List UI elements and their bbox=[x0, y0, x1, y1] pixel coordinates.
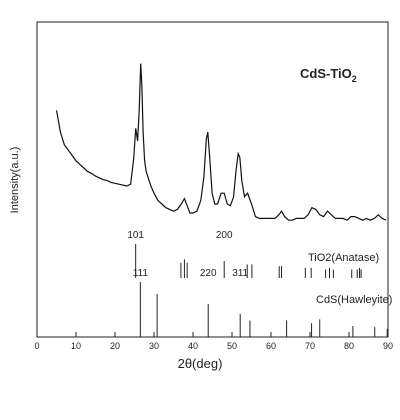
x-tick-label: 90 bbox=[383, 341, 393, 351]
reference-patterns: 101 200 TiO2(Anatase) 111 220 311 CdS(Hawleyit… bbox=[127, 230, 392, 337]
peak-label: 311 bbox=[232, 268, 248, 279]
x-tick-label: 30 bbox=[149, 341, 159, 351]
x-tick-label: 80 bbox=[344, 341, 354, 351]
series-line bbox=[55, 63, 387, 221]
x-tick-label: 0 bbox=[34, 341, 39, 351]
plot-frame bbox=[36, 21, 389, 338]
series-group bbox=[55, 63, 387, 221]
sample-label: CdS-TiO2 bbox=[300, 66, 357, 84]
x-tick-label: 60 bbox=[266, 341, 276, 351]
x-tick-label: 50 bbox=[227, 341, 237, 351]
reference-pattern: 101 200 TiO2(Anatase) bbox=[127, 230, 379, 278]
x-ticks bbox=[36, 332, 389, 337]
peak-label: 220 bbox=[200, 268, 217, 279]
reference-name: TiO2(Anatase) bbox=[308, 252, 379, 264]
x-tick-label: 20 bbox=[110, 341, 120, 351]
x-tick-label: 40 bbox=[188, 341, 198, 351]
x-axis-label: 2θ(deg) bbox=[178, 356, 223, 371]
peak-label: 200 bbox=[216, 230, 233, 241]
reference-name: CdS(Hawleyite) bbox=[316, 294, 392, 306]
y-axis-label: Intensity(a.u.) bbox=[9, 147, 21, 214]
peak-label: 111 bbox=[133, 268, 149, 279]
x-tick-label: 70 bbox=[305, 341, 315, 351]
x-tick-labels: 0 10 20 30 40 50 60 70 80 90 bbox=[34, 341, 393, 351]
reference-pattern: 111 220 311 CdS(Hawleyite) bbox=[133, 268, 392, 337]
sample-label-subscript: 2 bbox=[352, 74, 357, 84]
x-tick-label: 10 bbox=[71, 341, 81, 351]
peak-label: 101 bbox=[127, 230, 144, 241]
